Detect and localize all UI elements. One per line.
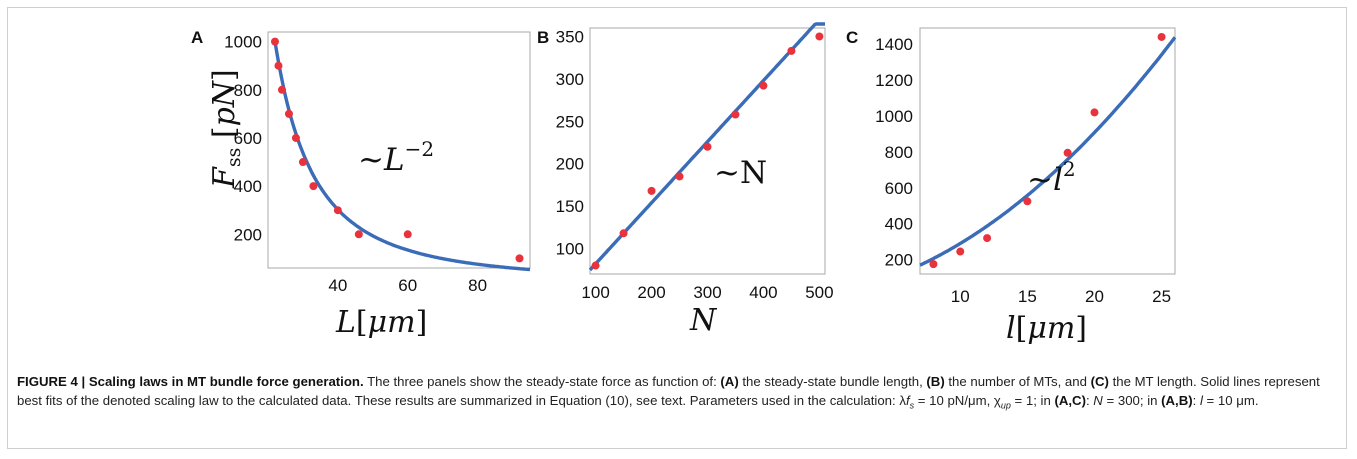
x-tick-labels-a: 40 60 80: [328, 276, 487, 295]
x-axis-label-c: l[μm]: [1006, 311, 1087, 346]
y-tick-labels-c: 200 400 600 800 1000 1200 1400: [875, 35, 913, 269]
fit-line-b: [588, 22, 825, 272]
scaling-annotation-b: ~N: [714, 155, 767, 191]
scaling-annotation-c: ~l2: [1027, 157, 1076, 198]
y-tick-label: 800: [234, 81, 262, 100]
y-tick-labels-a: 200 400 600 800 1000: [224, 33, 262, 245]
scaling-annotation-a: ~L−2: [358, 137, 434, 178]
data-point: [929, 260, 938, 269]
plot-frame-c: [919, 27, 1176, 275]
data-points-b: [591, 32, 824, 270]
figure-caption: FIGURE 4 | Scaling laws in MT bundle for…: [17, 372, 1335, 416]
data-point: [277, 85, 286, 94]
data-point: [274, 61, 283, 70]
panel-letter-c: C: [846, 28, 858, 47]
x-tick-label: 300: [693, 283, 721, 302]
x-axis-label-b: N: [689, 303, 718, 338]
plot-frame-b: [589, 27, 826, 275]
data-point: [270, 37, 279, 46]
plot-frame-a: [267, 31, 531, 269]
data-point: [333, 206, 342, 215]
y-tick-label: 350: [556, 27, 584, 46]
x-tick-label: 15: [1018, 287, 1037, 306]
y-tick-label: 150: [556, 197, 584, 216]
panel-c: C 200 400 600 800 1000 1200 1400 10 15 20 25 l[μm…: [846, 27, 1177, 346]
y-tick-label: 200: [556, 155, 584, 174]
data-point: [515, 254, 524, 263]
y-tick-label: 300: [556, 70, 584, 89]
data-point: [815, 32, 824, 41]
data-point: [284, 109, 293, 118]
panel-letter-a: A: [191, 28, 203, 47]
data-point: [983, 234, 992, 243]
data-point: [703, 142, 712, 151]
x-tick-label: 500: [805, 283, 833, 302]
figure-panels: A 200 400 600 800 1000 40 60 80 Fss [pN] L[μm]…: [191, 22, 1177, 346]
x-tick-label: 20: [1085, 287, 1104, 306]
data-point: [1157, 32, 1166, 41]
data-point: [591, 261, 600, 270]
fit-curve-a: [273, 41, 531, 272]
y-tick-labels-b: 100 150 200 250 300 350: [556, 27, 584, 258]
panel-a: A 200 400 600 800 1000 40 60 80 Fss [pN] L[μm]…: [191, 28, 531, 340]
data-points-c: [929, 32, 1166, 269]
y-tick-label: 1200: [875, 71, 913, 90]
y-tick-label: 600: [885, 179, 913, 198]
figure-frame: [7, 7, 1347, 449]
x-tick-label: 25: [1152, 287, 1171, 306]
y-tick-label: 200: [885, 251, 913, 270]
data-point: [1023, 197, 1032, 206]
data-point: [309, 182, 318, 191]
data-point: [956, 247, 965, 256]
x-tick-labels-b: 100 200 300 400 500: [581, 283, 833, 302]
y-tick-label: 200: [234, 225, 262, 244]
y-tick-label: 800: [885, 143, 913, 162]
x-tick-labels-c: 10 15 20 25: [951, 287, 1171, 306]
caption-label: FIGURE 4 | Scaling laws in MT bundle for…: [17, 374, 364, 389]
y-tick-label: 400: [234, 177, 262, 196]
panel-letter-b: B: [537, 28, 549, 47]
data-point: [1090, 108, 1099, 117]
panel-b: B 100 150 200 250 300 350 100 200 300 400 500 N ~…: [537, 22, 834, 338]
y-tick-label: 400: [885, 215, 913, 234]
y-tick-label: 1400: [875, 35, 913, 54]
y-axis-label-a: Fss [pN]: [207, 69, 245, 189]
caption-body: The three panels show the steady-state f…: [17, 374, 1320, 411]
x-tick-label: 40: [328, 276, 347, 295]
x-axis-label-a: L[μm]: [335, 305, 427, 340]
y-tick-label: 1000: [875, 107, 913, 126]
x-tick-label: 200: [637, 283, 665, 302]
x-tick-label: 80: [468, 276, 487, 295]
x-tick-label: 60: [398, 276, 417, 295]
data-point: [731, 110, 740, 119]
x-tick-label: 400: [749, 283, 777, 302]
data-point: [1063, 148, 1072, 157]
y-tick-label: 600: [234, 129, 262, 148]
data-point: [759, 81, 768, 90]
data-point: [675, 172, 684, 181]
y-tick-label: 250: [556, 112, 584, 131]
data-point: [291, 133, 300, 142]
data-point: [619, 229, 628, 238]
data-point: [298, 158, 307, 167]
data-point: [787, 46, 796, 55]
y-tick-label: 100: [556, 240, 584, 259]
data-point: [354, 230, 363, 239]
y-tick-label: 1000: [224, 33, 262, 52]
fit-curve-c: [919, 36, 1177, 267]
x-tick-label: 10: [951, 287, 970, 306]
x-tick-label: 100: [581, 283, 609, 302]
data-points-a: [270, 37, 524, 263]
data-point: [403, 230, 412, 239]
data-point: [647, 186, 656, 195]
